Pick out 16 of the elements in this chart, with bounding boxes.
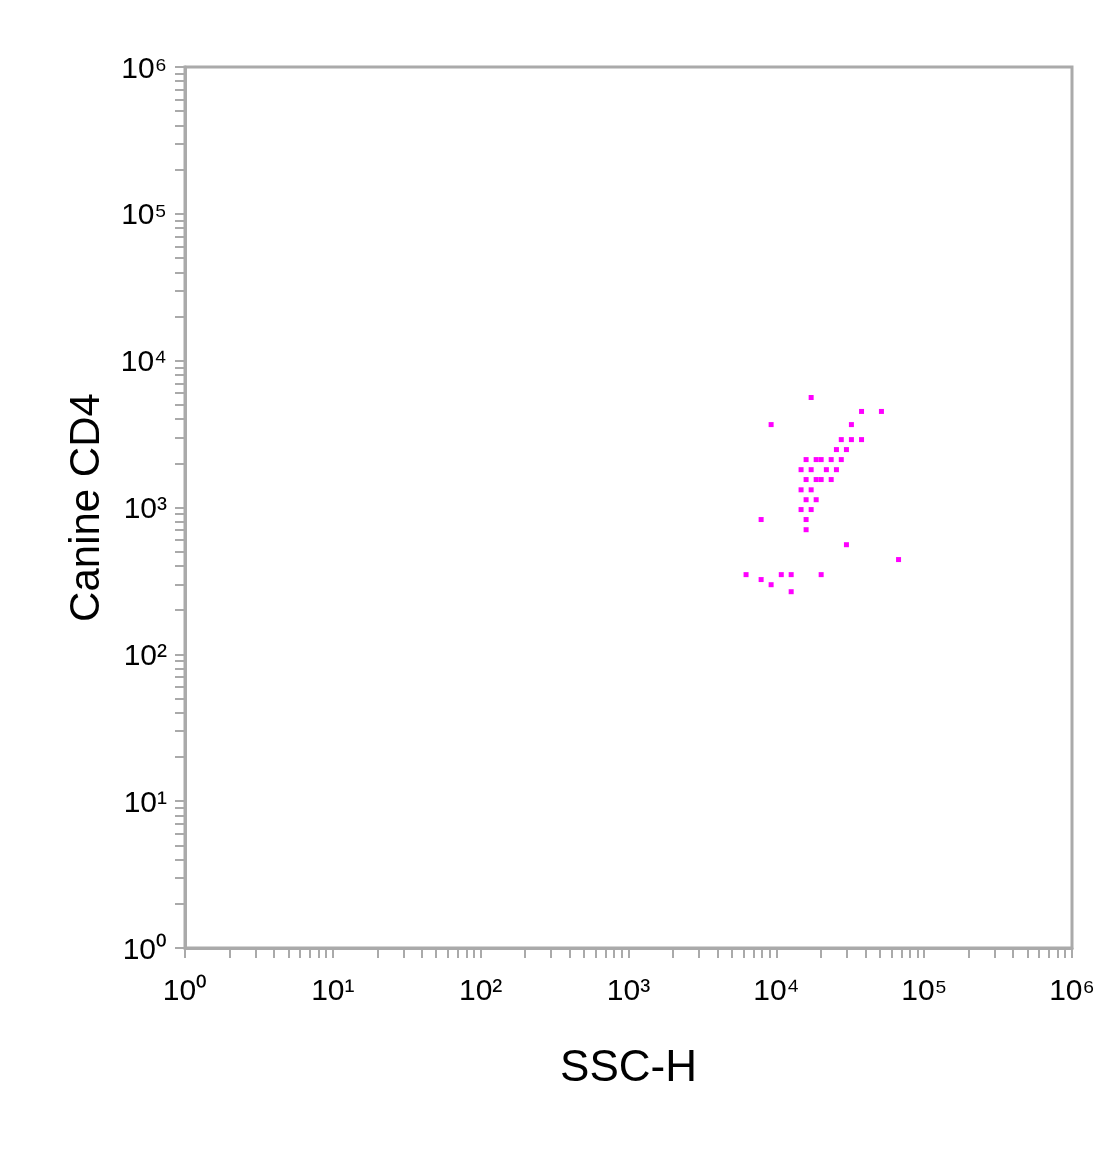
- x-tick-label: 10³: [606, 972, 651, 1006]
- x-tick-label: 10⁵: [901, 972, 948, 1006]
- y-tick-label: 10⁶: [121, 50, 167, 84]
- y-tick-label: 10⁵: [121, 197, 167, 231]
- y-tick-label: 10³: [123, 491, 168, 524]
- x-tick-label: 10⁰: [162, 972, 208, 1006]
- y-tick-label: 10⁰: [122, 931, 167, 965]
- x-tick-label: 10⁴: [753, 972, 800, 1006]
- y-tick-label: 10⁴: [120, 344, 167, 378]
- y-tick-label: 10¹: [123, 784, 168, 818]
- x-tick-label: 10¹: [311, 972, 355, 1006]
- x-axis-title: SSC-H: [560, 1040, 697, 1090]
- y-axis-title: Canine CD4: [60, 393, 108, 622]
- x-tick-label: 10²: [458, 972, 503, 1006]
- x-tick-label: 10⁶: [1049, 972, 1095, 1006]
- y-tick-label: 10²: [123, 637, 168, 671]
